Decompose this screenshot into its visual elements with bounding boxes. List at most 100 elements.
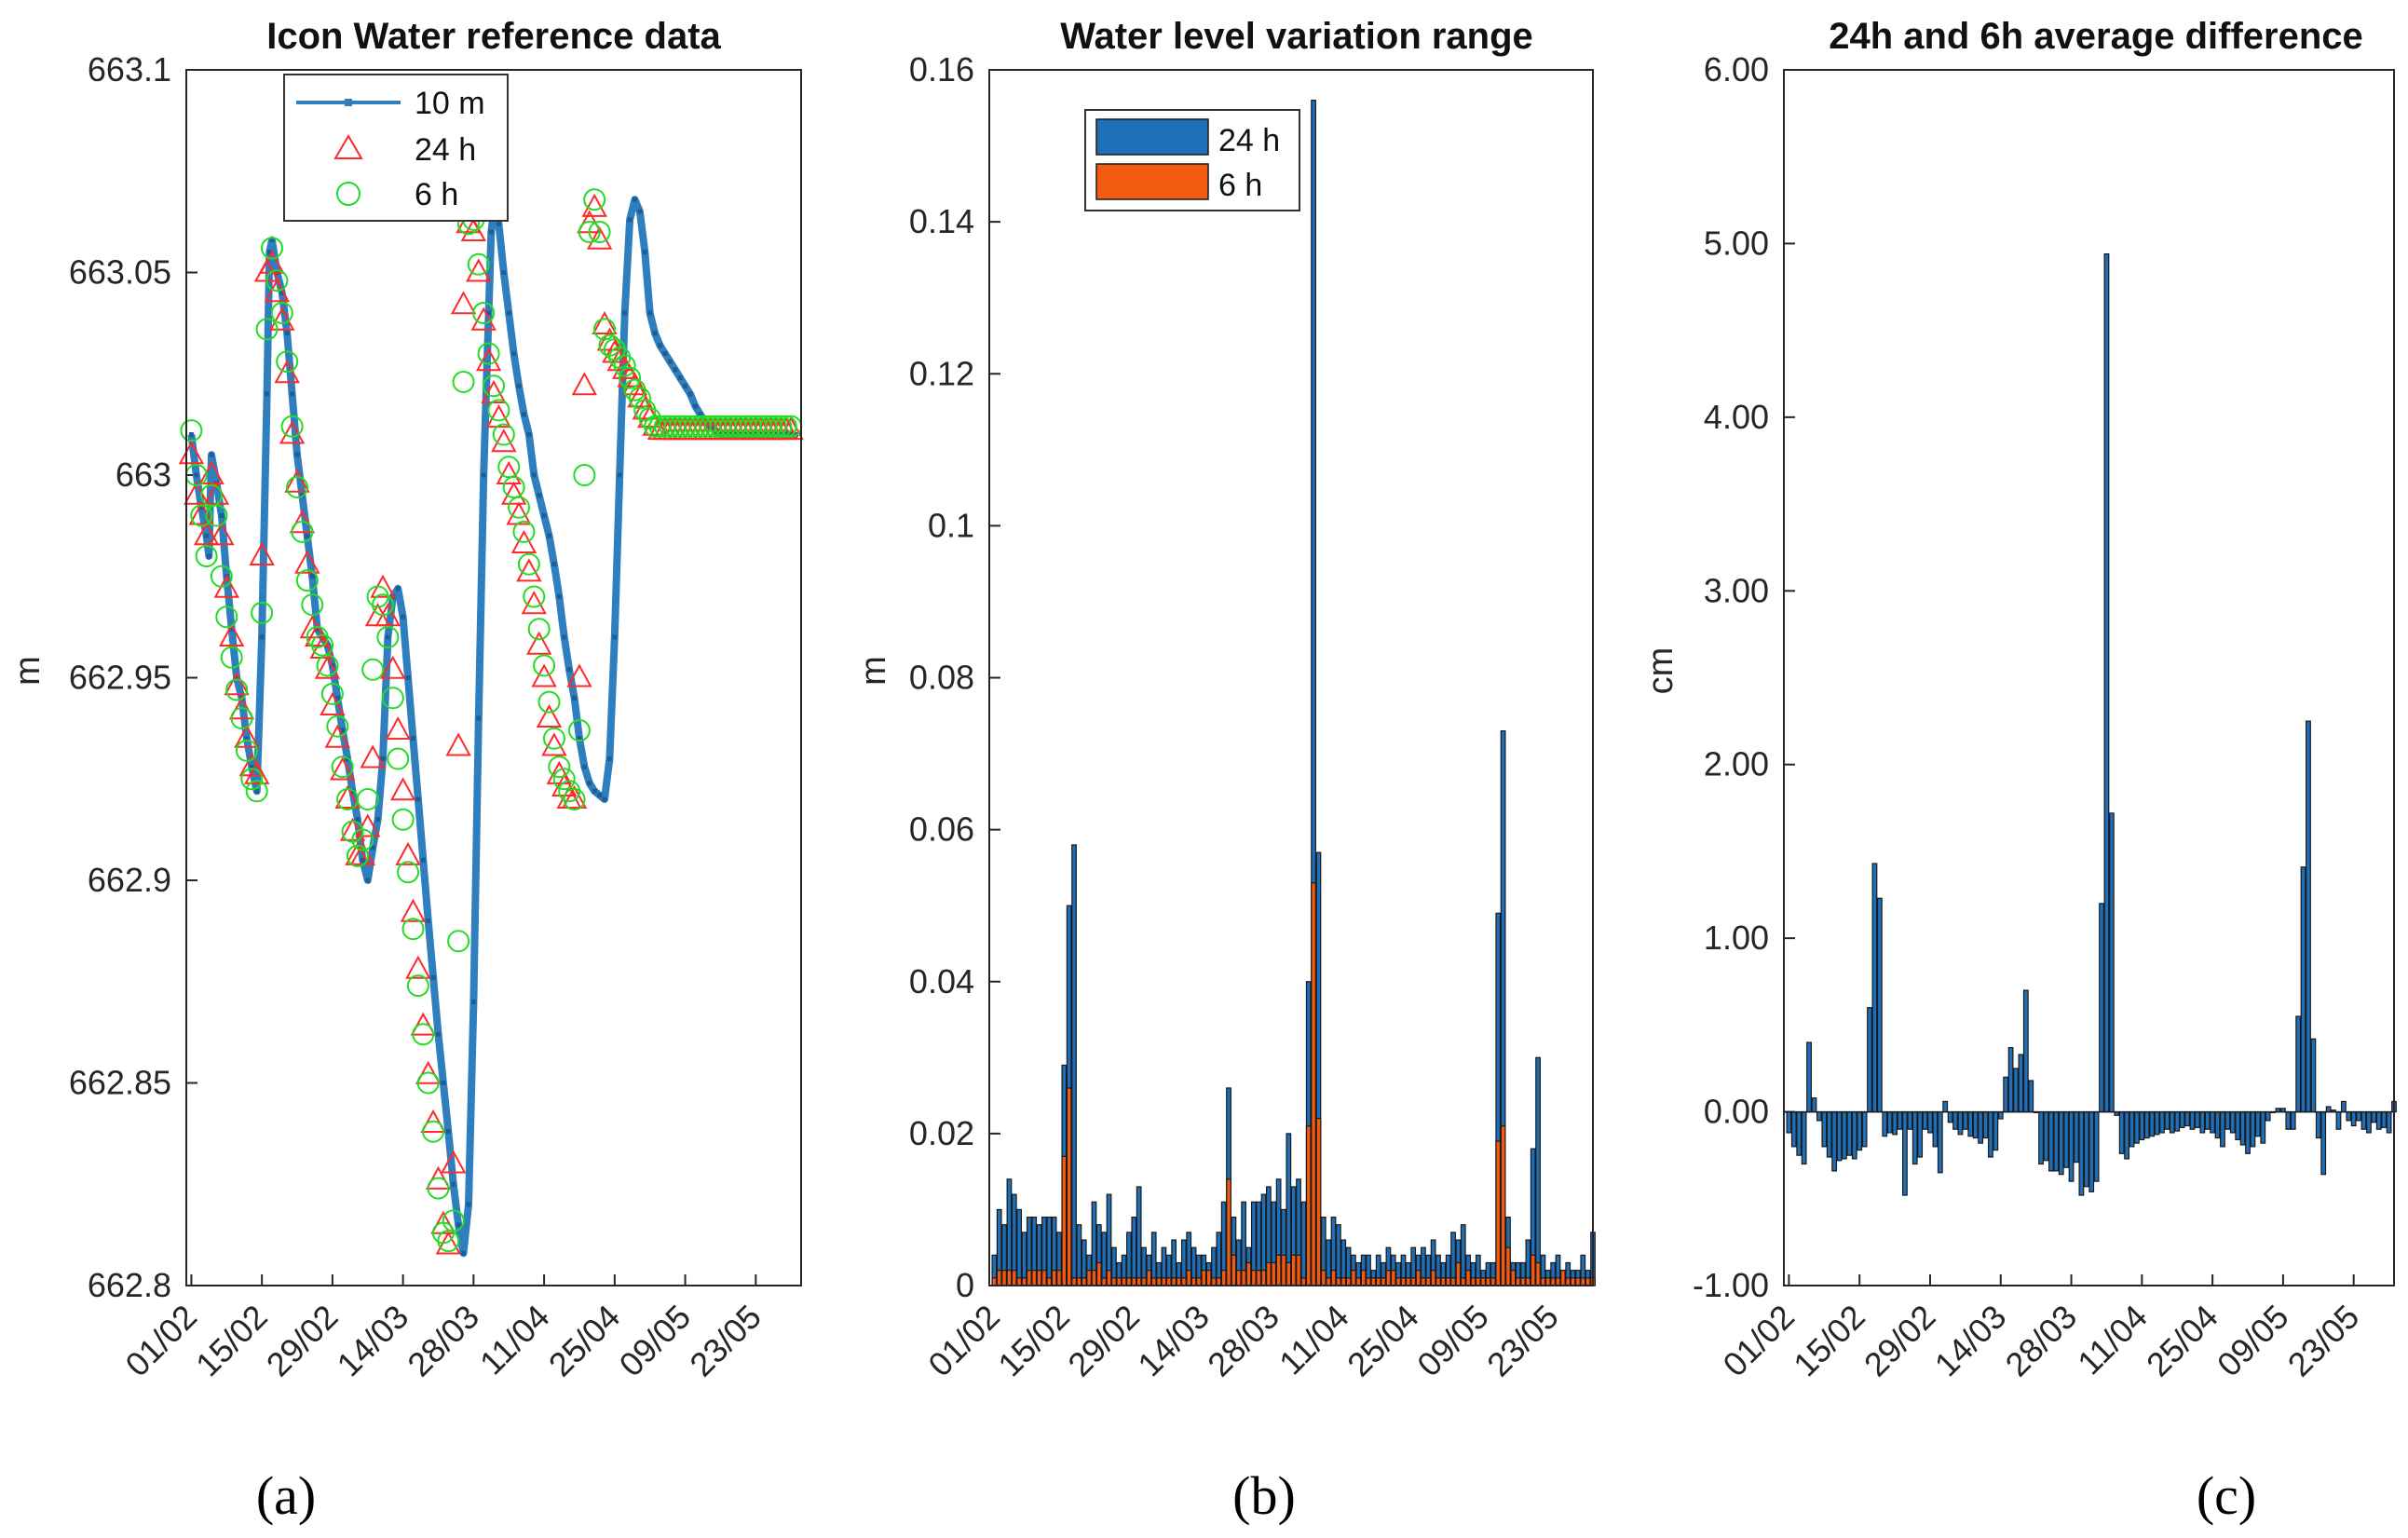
point-10m [562,634,567,640]
point-10m [501,270,507,275]
bar-difference [2103,253,2110,1113]
bar-difference [1836,1110,1843,1162]
panel-b-ylabel: m [854,656,893,686]
point-10m [556,594,562,599]
bar-difference [1957,1110,1964,1136]
x-tick-label: 28/03 [1998,1298,2085,1384]
point-10m [259,634,265,640]
point-24h [224,672,250,696]
bar-difference [2074,1110,2079,1164]
bar-6h [1440,1277,1447,1286]
y-tick-label: 0.08 [909,659,974,697]
point-10m [370,845,375,851]
bar-6h [1286,1261,1292,1286]
bar-difference [2164,1110,2170,1130]
bar-difference [1997,1110,2004,1120]
bar-6h [1445,1277,1451,1286]
bar-difference [2053,1110,2060,1172]
point-10m [355,817,361,823]
point-6h [286,476,309,499]
point-10m [606,756,612,761]
bar-difference [2088,1110,2095,1192]
point-10m [445,1129,451,1135]
x-tick-label: 15/02 [1786,1298,1872,1384]
point-10m [627,217,633,223]
bar-6h [1290,1254,1297,1286]
bar-6h [1410,1277,1417,1286]
point-10m [647,310,653,316]
bar-difference [2078,1110,2085,1196]
bar-6h [1041,1270,1047,1286]
bar-6h [1046,1277,1053,1286]
point-6h [769,415,793,438]
point-6h [295,569,319,592]
point-10m [698,412,703,417]
point-6h [291,520,314,543]
bar-difference [1801,1110,1807,1165]
bar-6h [1226,1178,1231,1286]
bar-6h [1360,1270,1367,1286]
point-24h [405,955,431,979]
point-24h [521,591,547,615]
bar-6h [1480,1277,1487,1286]
bar-difference [1796,1110,1803,1156]
bar-6h [996,1270,1002,1286]
point-10m [566,667,572,673]
bar-difference [1988,1110,1993,1158]
bar-difference [1886,1110,1893,1134]
point-6h [326,715,349,738]
point-10m [198,505,204,510]
bar-6h [1211,1277,1217,1286]
point-10m [309,574,315,579]
point-24h [420,1109,446,1133]
point-10m [234,675,239,680]
panel-c-chart: 24h and 6h average difference cm -1.00 0.… [1641,16,2397,1526]
bar-difference [1811,1097,1817,1113]
point-6h [542,727,565,750]
point-6h [502,476,525,499]
point-24h [410,1012,436,1036]
bar-6h [1505,1246,1511,1286]
point-24h [330,756,356,781]
bar-difference [2169,1110,2175,1134]
bar-6h [991,1277,998,1286]
panel-b-legend: 24 h 6 h [1084,109,1300,211]
point-10m [597,793,603,798]
bar-6h [1495,1140,1502,1286]
point-10m [265,391,270,397]
bar-24h [1006,1178,1013,1286]
bar-6h [1515,1277,1521,1286]
bar-difference [2260,1110,2266,1144]
point-24h [481,379,507,403]
point-24h [425,1165,452,1190]
bar-difference [2254,1110,2261,1137]
point-10m [279,290,285,295]
point-24h [506,501,532,525]
point-6h [437,1230,460,1253]
bar-6h [1580,1277,1586,1286]
bar-difference [1826,1110,1832,1158]
bar-6h [1381,1277,1386,1286]
bar-6h [1131,1277,1137,1286]
plot-background [989,70,1593,1286]
point-24h [279,420,306,444]
point-10m [537,493,542,498]
point-24h [475,347,502,372]
point-10m [334,695,340,701]
legend-24h-swatch [1095,118,1209,156]
point-24h [320,691,346,715]
point-24h [581,193,607,217]
bar-6h [1320,1270,1326,1286]
point-10m [521,412,526,417]
panel-a-legend: 10 m 24 h 6 h [283,74,509,222]
point-10m [269,238,275,243]
bar-6h [1256,1270,1262,1286]
point-10m [365,878,371,883]
point-10m [451,1181,456,1187]
bar-6h [1091,1270,1097,1286]
point-24h [234,724,260,748]
point-10m [441,1081,446,1085]
point-24h [441,1150,467,1174]
bar-difference [2043,1110,2049,1162]
legend-6h-swatch [1095,163,1209,200]
